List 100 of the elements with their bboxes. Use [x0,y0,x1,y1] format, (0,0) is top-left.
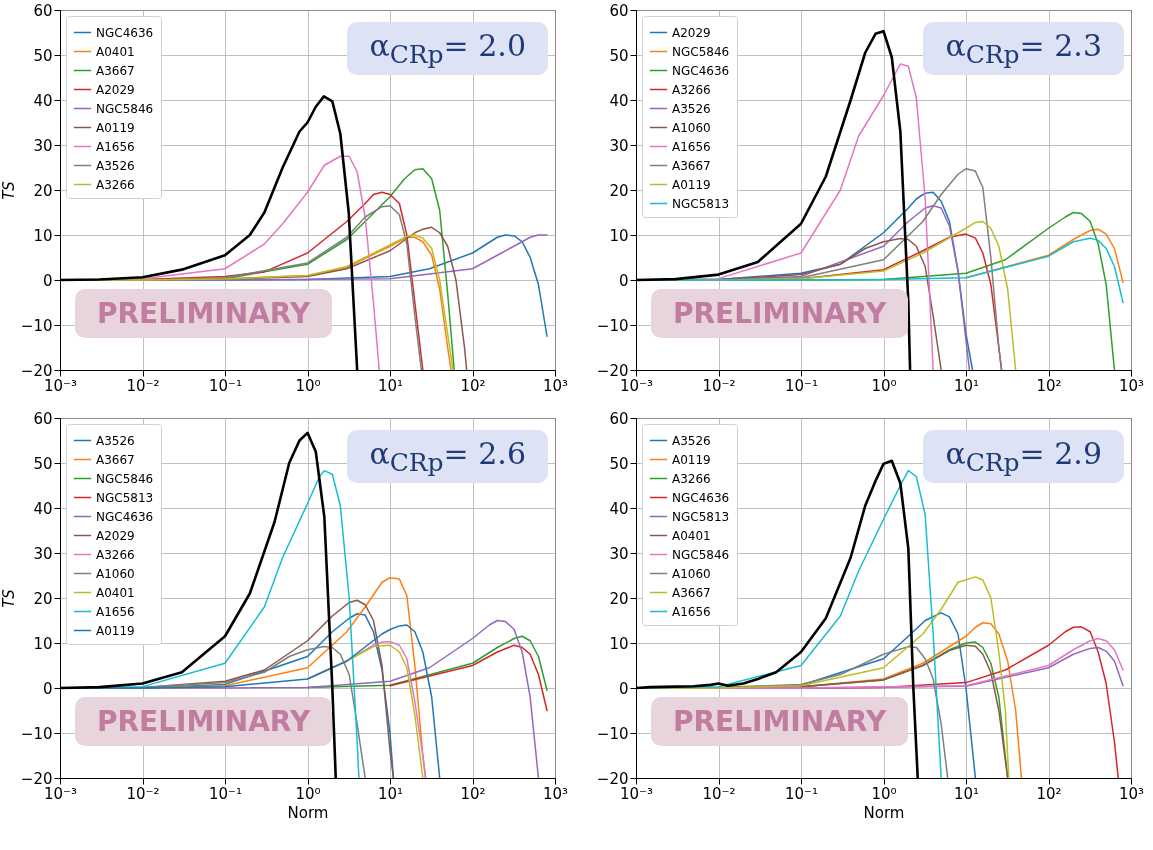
y-tick-label: 50 [33,46,53,65]
x-axis-title: Norm [863,803,905,822]
x-tick-label: 10⁻¹ [208,376,243,395]
legend-label: A3526 [672,101,711,116]
x-tick-label: 10³ [1118,376,1145,395]
legend-label: A1656 [96,139,135,154]
x-tick-label: 10¹ [377,784,404,803]
x-tick-label: 10⁻¹ [784,376,819,395]
y-tick-label: 30 [33,544,53,563]
y-tick-label: 0 [42,271,53,290]
legend-label: A0119 [96,623,135,638]
legend-label: A3526 [672,433,711,448]
annotation: PRELIMINARY [75,697,333,746]
legend-label: A3667 [96,452,135,467]
y-tick-label: 60 [609,409,629,428]
legend-label: A0401 [672,528,711,543]
legend-label: NGC4636 [672,63,730,78]
y-tick-label: 60 [33,409,53,428]
legend-label: A3526 [96,433,135,448]
legend-label: NGC5846 [672,547,730,562]
y-tick-label: 50 [609,46,629,65]
legend-label: A1656 [672,604,711,619]
y-tick-label: −10 [20,724,53,743]
y-axis-title: TS [0,588,18,608]
y-tick-label: 20 [33,589,53,608]
y-tick-label: 0 [618,679,629,698]
legend-label: A3667 [672,585,711,600]
x-tick-label: 10⁻¹ [208,784,243,803]
legend-label: NGC4636 [96,25,154,40]
annotation: PRELIMINARY [75,289,333,338]
x-tick-label: 10³ [542,784,569,803]
y-tick-label: 40 [33,499,53,518]
x-tick-label: 10² [1036,376,1062,395]
legend-label: NGC4636 [672,490,730,505]
y-axis-title: TS [0,180,18,200]
legend-label: A3667 [96,63,135,78]
x-tick-label: 10⁻¹ [784,784,819,803]
x-axis-title: Norm [287,803,329,822]
y-tick-label: 20 [609,181,629,200]
legend-label: A0401 [96,44,135,59]
annotation: α$_{CRp}$= 2.0 [347,22,548,75]
legend-label: A1656 [672,139,711,154]
x-tick-label: 10⁻² [126,784,160,803]
legend-label: A1060 [672,120,711,135]
legend-label: A3526 [96,158,135,173]
x-tick-label: 10⁻² [702,376,736,395]
legend-label: NGC5813 [96,490,154,505]
x-tick-label: 10¹ [953,784,980,803]
x-tick-label: 10⁰ [295,376,321,395]
y-tick-label: 50 [609,454,629,473]
legend-label: A0119 [96,120,135,135]
legend-label: A2029 [96,82,135,97]
y-tick-label: 20 [609,589,629,608]
x-tick-label: 10¹ [953,376,980,395]
x-tick-label: 10¹ [377,376,404,395]
legend-label: NGC5846 [672,44,730,59]
x-tick-label: 10² [460,376,486,395]
legend-label: NGC5813 [672,196,730,211]
x-tick-label: 10² [1036,784,1062,803]
x-tick-label: 10⁻² [702,784,736,803]
y-tick-label: 10 [33,634,53,653]
legend-label: A3266 [672,82,711,97]
y-tick-label: 0 [618,271,629,290]
legend-label: A1060 [672,566,711,581]
x-tick-label: 10³ [542,376,569,395]
y-tick-label: 10 [609,634,629,653]
legend-label: A1656 [96,604,135,619]
y-tick-label: −10 [596,316,629,335]
legend-label: NGC4636 [96,509,154,524]
y-tick-label: 60 [609,1,629,20]
legend-label: A3266 [96,177,135,192]
x-tick-label: 10³ [1118,784,1145,803]
x-tick-label: 10⁰ [871,376,897,395]
y-tick-label: 40 [609,91,629,110]
annotation: α$_{CRp}$= 2.6 [347,430,548,483]
y-tick-label: 30 [609,136,629,155]
y-tick-label: 0 [42,679,53,698]
legend-label: A0119 [672,177,711,192]
annotation: α$_{CRp}$= 2.3 [923,22,1124,75]
legend-label: NGC5846 [96,101,154,116]
legend-label: A2029 [96,528,135,543]
legend-label: A3266 [672,471,711,486]
y-tick-label: 10 [33,226,53,245]
legend-label: A3266 [96,547,135,562]
legend-label: A2029 [672,25,711,40]
legend-label: A1060 [96,566,135,581]
y-tick-label: −10 [596,724,629,743]
legend-label: A3667 [672,158,711,173]
legend-label: NGC5846 [96,471,154,486]
legend-label: NGC5813 [672,509,730,524]
x-tick-label: 10² [460,784,486,803]
y-tick-label: 10 [609,226,629,245]
legend-label: A0401 [96,585,135,600]
x-tick-label: 10⁻² [126,376,160,395]
y-tick-label: 30 [33,136,53,155]
x-tick-label: 10⁰ [871,784,897,803]
y-tick-label: 30 [609,544,629,563]
x-tick-label: 10⁰ [295,784,321,803]
annotation: PRELIMINARY [651,697,909,746]
annotation: PRELIMINARY [651,289,909,338]
